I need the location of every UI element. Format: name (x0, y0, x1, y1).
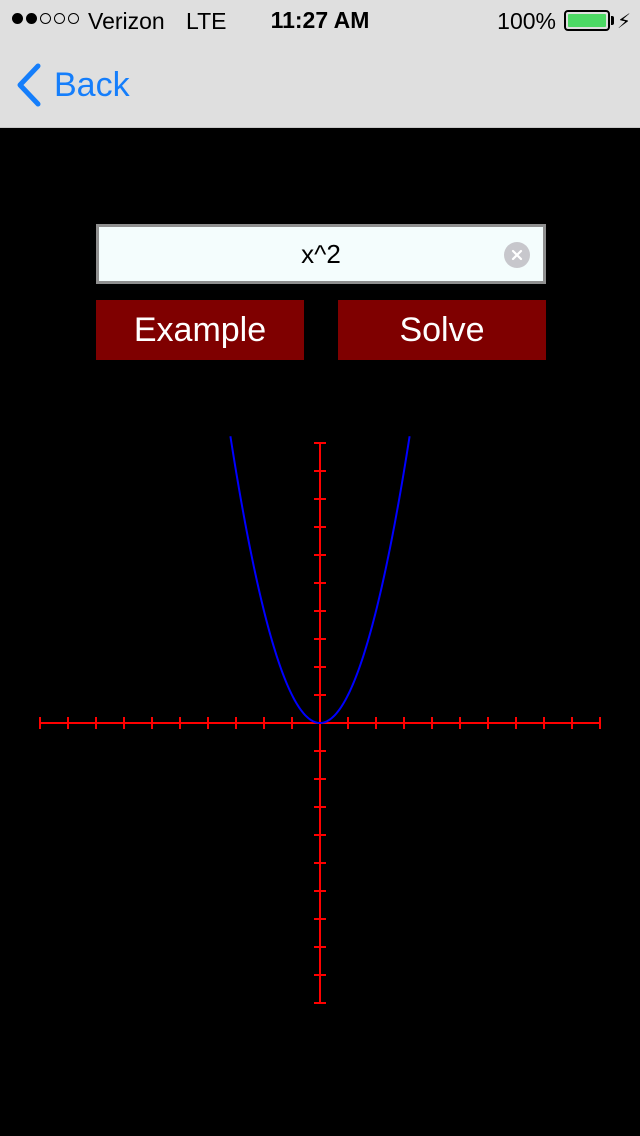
navigation-header: Verizon LTE 11:27 AM 100% ⚡︎ Back (0, 0, 640, 128)
network-type: LTE (186, 8, 227, 34)
function-curve (229, 436, 411, 725)
example-button[interactable]: Example (96, 300, 304, 360)
battery-cap (611, 16, 614, 25)
carrier-name: Verizon (88, 8, 165, 34)
expression-field[interactable] (96, 224, 546, 284)
back-label: Back (54, 65, 130, 104)
clear-circle-icon[interactable] (504, 242, 530, 268)
charging-icon: ⚡︎ (617, 11, 632, 33)
back-button[interactable]: Back (14, 62, 130, 108)
battery-percent: 100% (497, 8, 556, 34)
expression-input[interactable] (99, 227, 543, 281)
status-bar: Verizon LTE 11:27 AM 100% ⚡︎ (0, 0, 640, 40)
battery-level (568, 14, 606, 27)
function-graph (39, 436, 601, 1004)
battery-icon (564, 10, 610, 31)
solve-button[interactable]: Solve (338, 300, 546, 360)
chevron-left-icon (17, 63, 41, 107)
status-time: 11:27 AM (270, 7, 370, 33)
signal-strength-icon (12, 13, 79, 24)
